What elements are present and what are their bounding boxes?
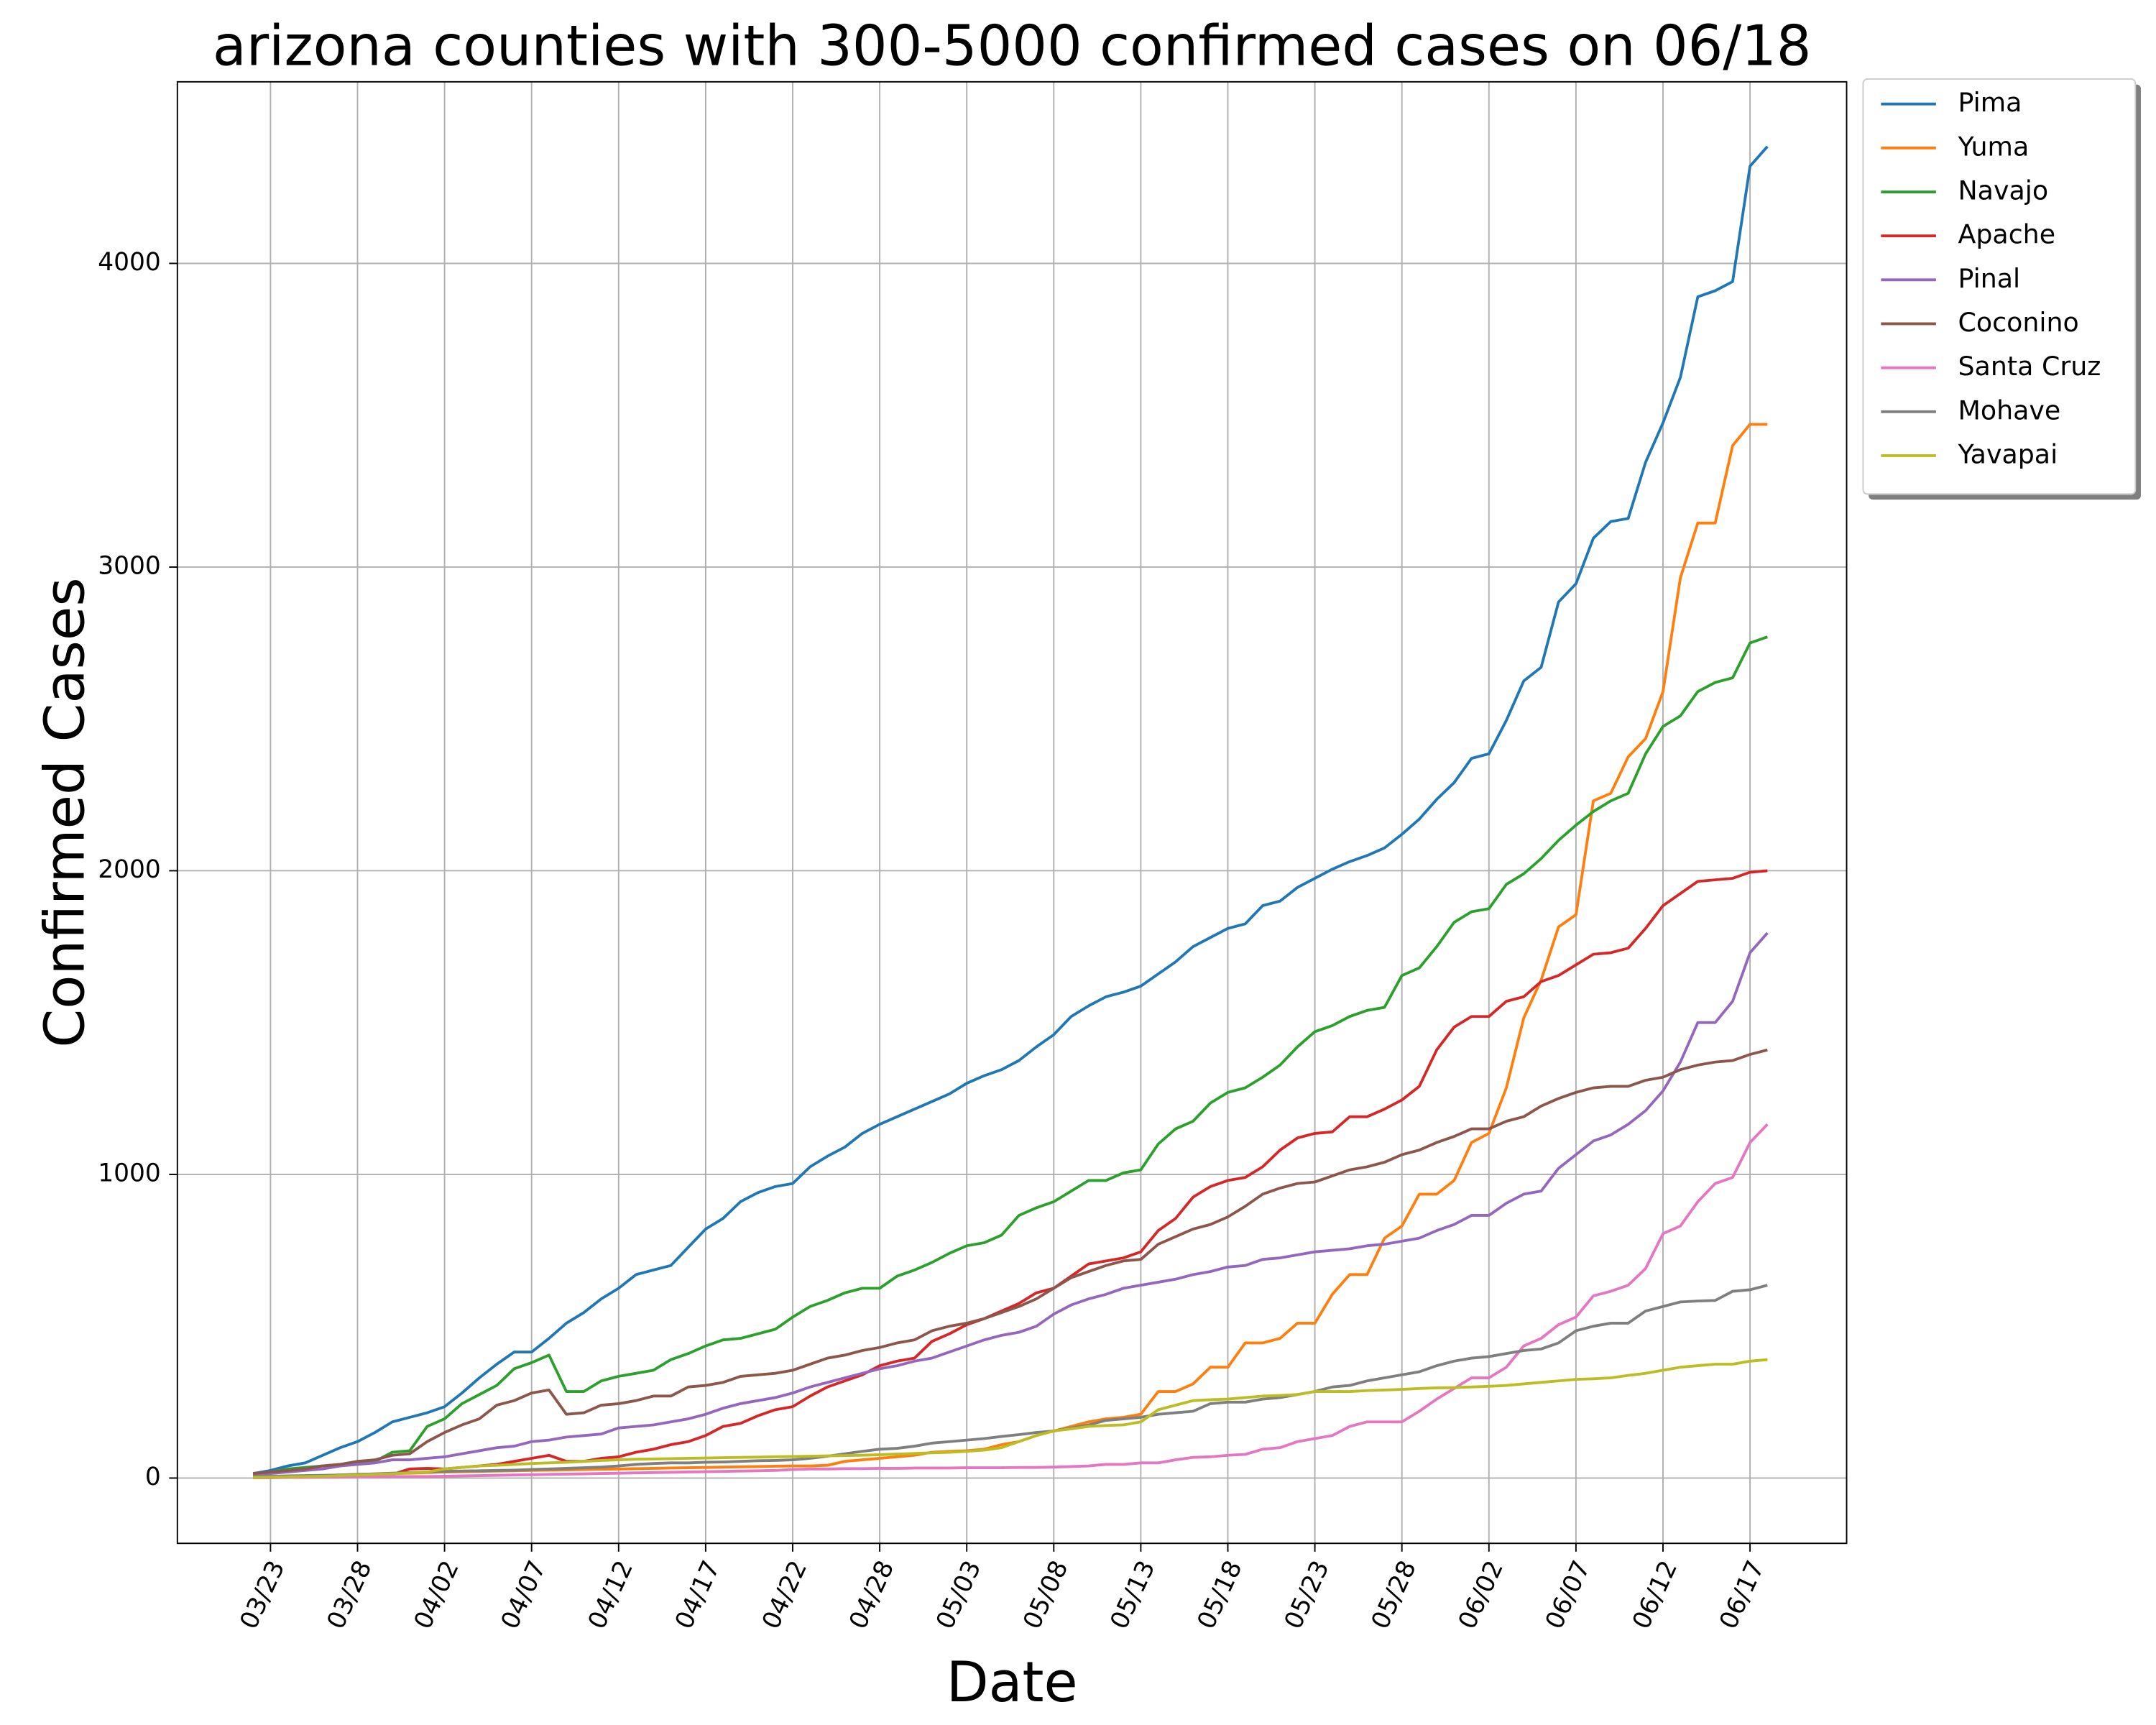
series-line: [253, 1284, 1768, 1478]
legend-label: Santa Cruz: [1958, 351, 2101, 382]
series-line: [252, 145, 1769, 1475]
y-tick-label: 0: [145, 1463, 161, 1491]
y-tick-label: 1000: [98, 1159, 161, 1187]
legend-label: Pima: [1958, 87, 2022, 118]
y-tick-label: 4000: [98, 248, 161, 277]
plot-frame: [176, 80, 1848, 1545]
y-tick-label: 3000: [98, 551, 161, 580]
series-line: [252, 635, 1768, 1477]
y-tick-label: 2000: [98, 855, 161, 884]
series-line: [253, 1048, 1768, 1476]
legend-label: Apache: [1958, 219, 2055, 250]
series-line: [253, 932, 1769, 1477]
legend-label: Mohave: [1958, 395, 2060, 426]
y-axis-label: Confirmed Cases: [34, 577, 98, 1047]
legend: [1862, 78, 2137, 495]
legend-label: Yuma: [1957, 131, 2029, 162]
series-line: [253, 1358, 1768, 1479]
legend-label: Coconino: [1958, 307, 2078, 338]
chart-title: arizona counties with 300-5000 confirmed…: [213, 14, 1812, 78]
x-axis-label: Date: [946, 1651, 1078, 1715]
legend-label: Pinal: [1958, 263, 2020, 294]
series-line: [253, 869, 1768, 1479]
legend-label: Navajo: [1958, 175, 2048, 206]
legend-label: Yavapai: [1957, 438, 2058, 469]
series-line: [253, 1123, 1769, 1479]
